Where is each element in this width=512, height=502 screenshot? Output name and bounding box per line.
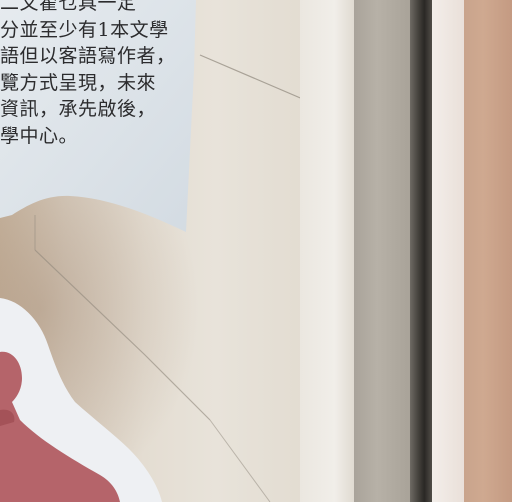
frame-strip-grey bbox=[354, 0, 412, 502]
notice-line: 語但以客語寫作者， bbox=[0, 45, 176, 67]
notice-line: 學中心。 bbox=[0, 124, 79, 147]
notice-line: 分並至少有1本文學 bbox=[0, 18, 169, 41]
notice-line: 覽方式呈現，未來 bbox=[0, 71, 157, 94]
frame-strip-light bbox=[300, 0, 358, 502]
paper-notice: 二又翟乜具一定 分並至少有1本文學 語但以客語寫作者， 覽方式呈現，未來 資訊，… bbox=[0, 0, 200, 240]
notice-line: 二又翟乜具一定 bbox=[0, 0, 137, 14]
figure-cutout bbox=[0, 298, 162, 502]
frame-strip-dark bbox=[410, 0, 434, 502]
wood-panel bbox=[464, 0, 512, 502]
notice-line: 資訊，承先啟後， bbox=[0, 98, 157, 120]
frame-strip-white bbox=[432, 0, 466, 502]
notice-text: 二又翟乜具一定 分並至少有1本文學 語但以客語寫作者， 覽方式呈現，未來 資訊，… bbox=[0, 0, 190, 149]
paper-sheet bbox=[0, 0, 196, 232]
